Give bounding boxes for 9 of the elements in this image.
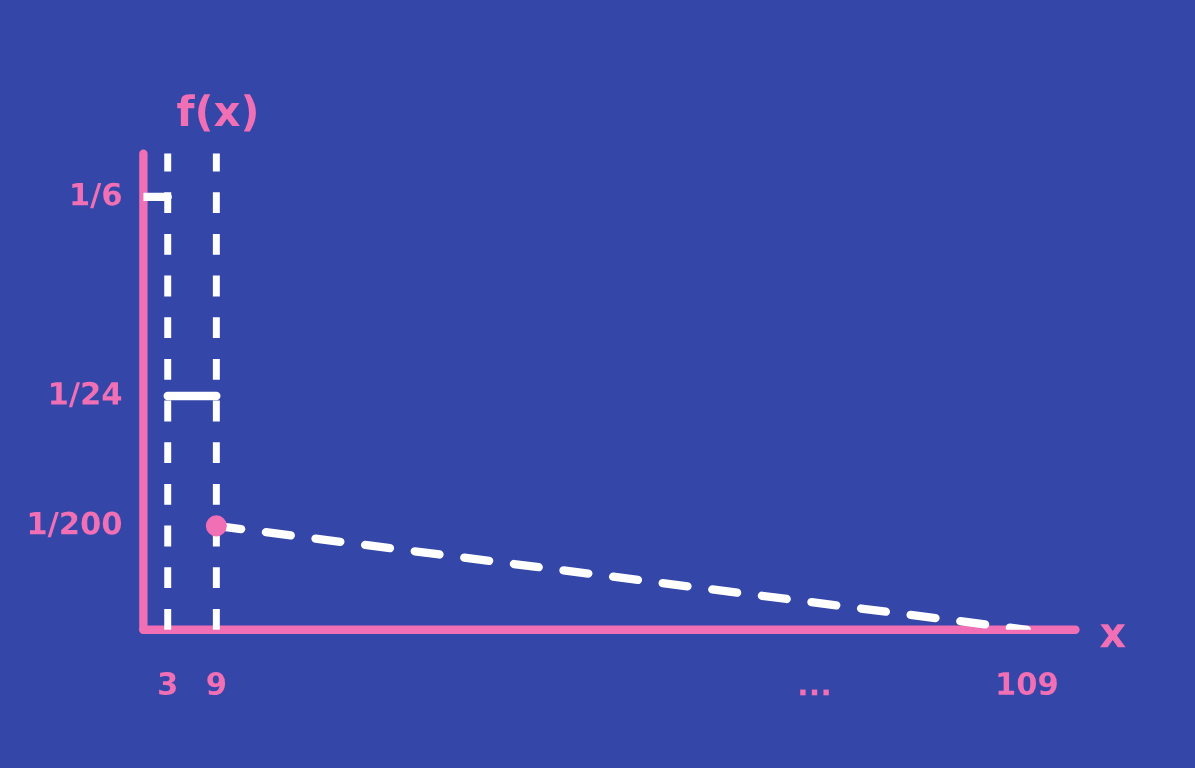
x-axis-title: x bbox=[1099, 624, 1126, 648]
text: 1/24 bbox=[51, 381, 122, 408]
x-tick-label: 3 bbox=[159, 671, 176, 696]
text: 1/6 bbox=[72, 182, 121, 209]
x-tick-label: 109 bbox=[998, 671, 1057, 696]
text: 1/200 bbox=[29, 511, 122, 538]
x-tick-label: 9 bbox=[207, 671, 226, 696]
text: ... bbox=[800, 689, 829, 696]
y-axis-title: f(x) bbox=[177, 94, 256, 132]
